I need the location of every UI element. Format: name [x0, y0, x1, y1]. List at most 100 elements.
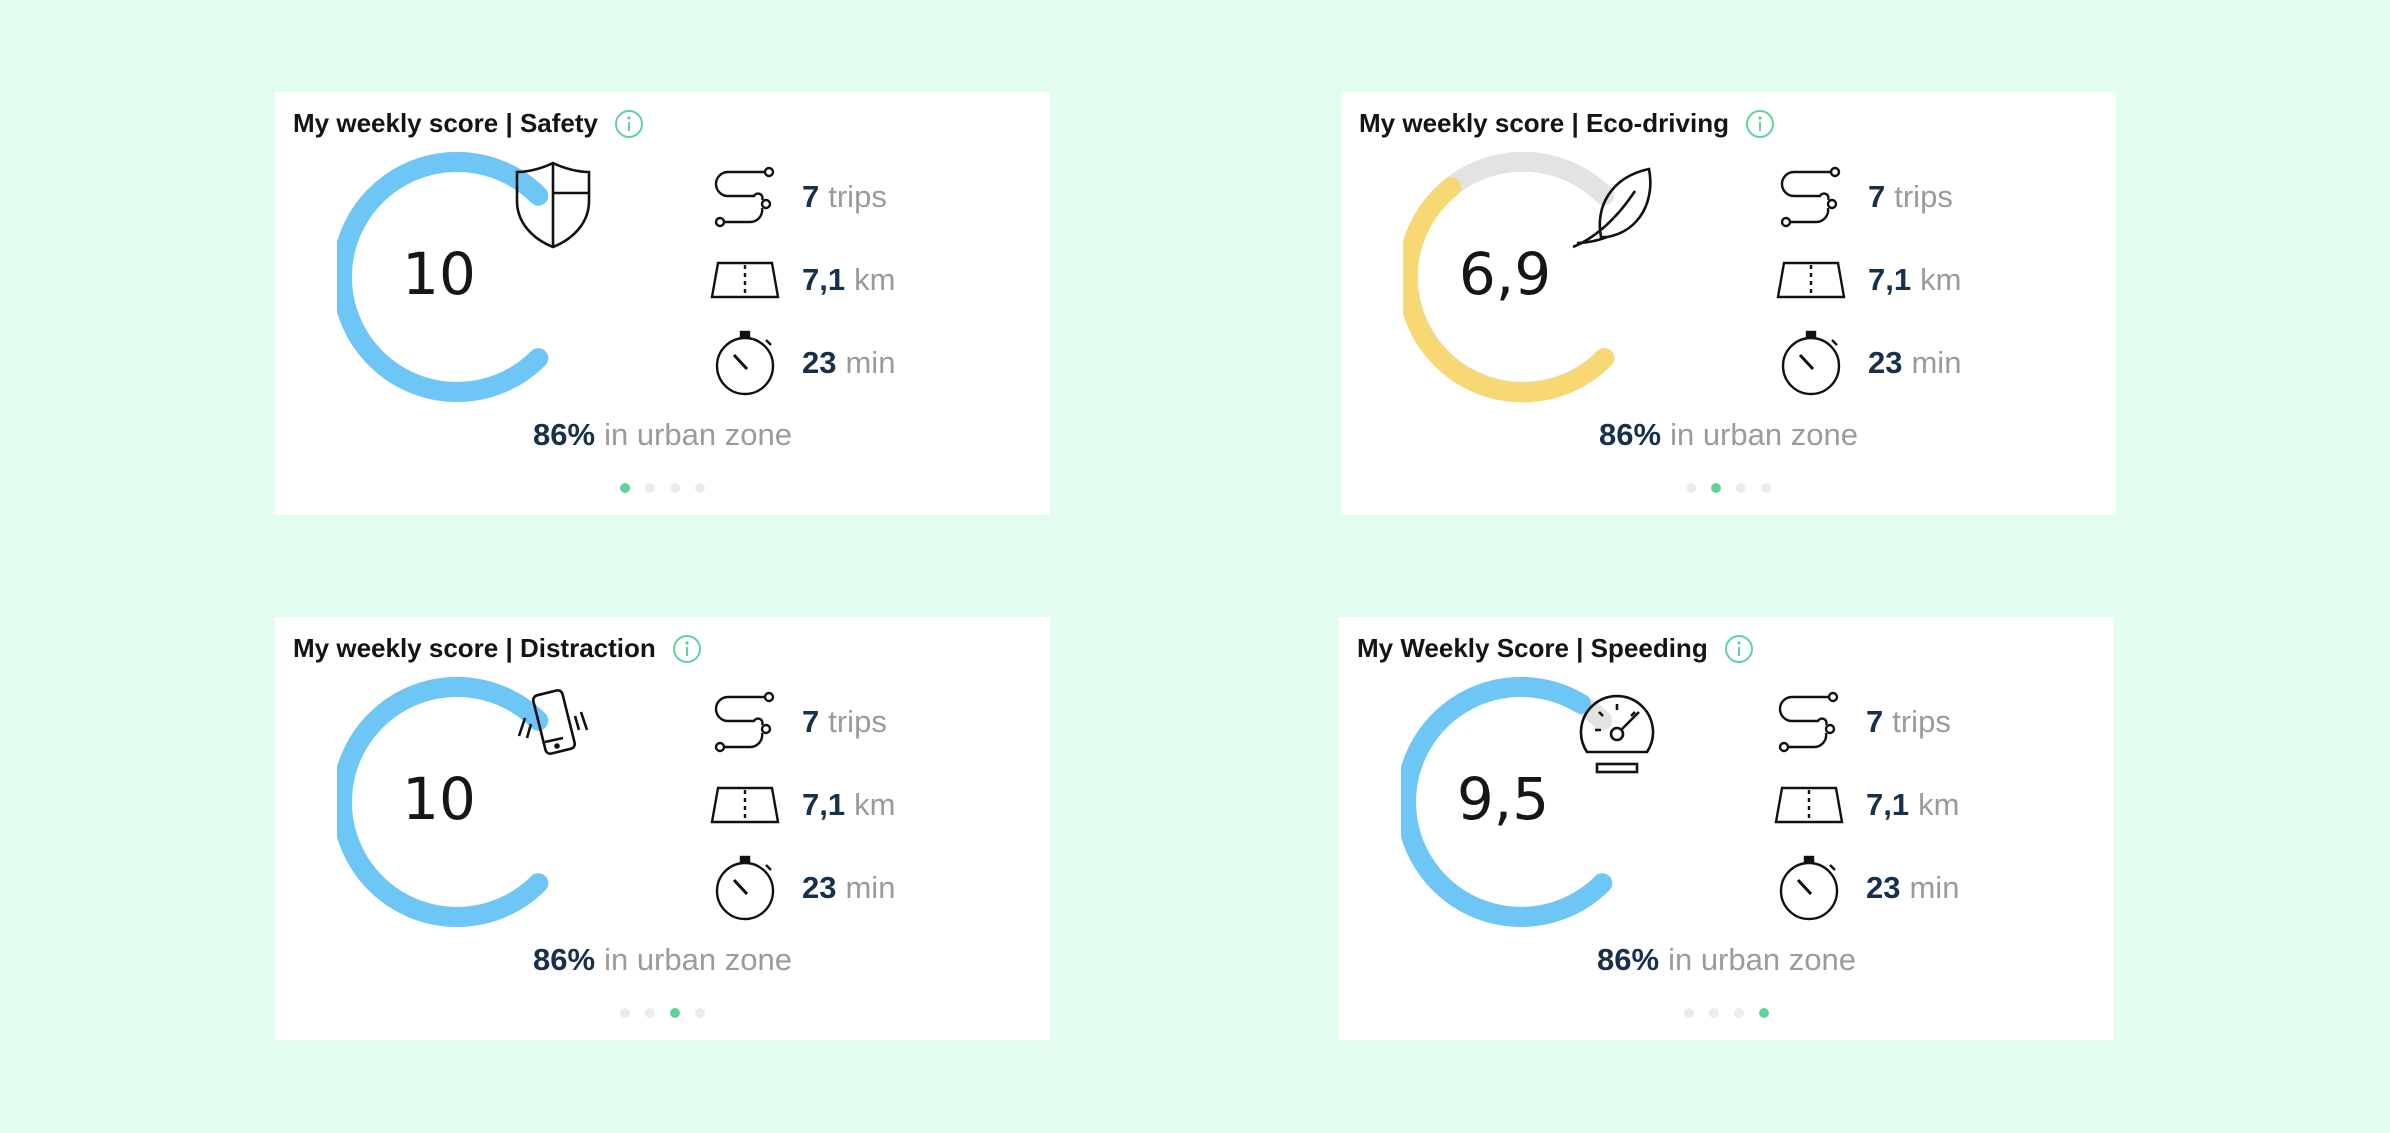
pagination-dots — [1339, 1008, 2114, 1018]
stat-row-trips: 7 trips — [1774, 687, 1951, 757]
trips-value: 7 — [802, 179, 820, 214]
card-title-text: My Weekly Score | Speeding — [1357, 633, 1708, 663]
stat-row-distance: 7,1 km — [710, 770, 895, 840]
urban-zone-value: 86% — [533, 417, 596, 452]
urban-zone-text: 86% in urban zone — [275, 942, 1050, 978]
score-value: 10 — [402, 240, 476, 308]
pagination-dot[interactable] — [645, 1008, 655, 1018]
speedometer-icon — [1569, 682, 1665, 778]
duration-unit: min — [1911, 345, 1962, 380]
stat-row-trips: 7 trips — [710, 162, 887, 232]
info-icon[interactable] — [614, 109, 644, 139]
pagination-dot[interactable] — [620, 1008, 630, 1018]
gauge-fill — [337, 152, 549, 402]
pagination-dots — [275, 1008, 1050, 1018]
stopwatch-icon — [1776, 328, 1846, 398]
card-title-text: My weekly score | Eco-driving — [1359, 108, 1729, 138]
urban-zone-label: in urban zone — [604, 942, 792, 977]
road-icon — [710, 245, 780, 315]
urban-zone-value: 86% — [1599, 417, 1662, 452]
score-card-distraction: My weekly score | Distraction 10 7 trips … — [275, 617, 1050, 1040]
gauge-fill — [1403, 177, 1615, 403]
distance-value: 7,1 — [1868, 262, 1912, 297]
distance-unit: km — [854, 262, 896, 297]
trips-unit: trips — [1894, 179, 1953, 214]
stat-row-trips: 7 trips — [710, 687, 887, 757]
gauge-fill — [337, 677, 549, 927]
stat-row-trips: 7 trips — [1776, 162, 1953, 232]
leaf-icon — [1571, 157, 1667, 253]
road-icon — [1774, 770, 1844, 840]
stat-row-duration: 23 min — [710, 328, 895, 398]
info-icon[interactable] — [672, 634, 702, 664]
card-title: My weekly score | Safety — [293, 108, 644, 139]
score-gauge — [337, 677, 549, 927]
route-icon — [1774, 687, 1844, 757]
score-value: 6,9 — [1458, 240, 1552, 308]
score-gauge — [337, 152, 549, 402]
card-title: My weekly score | Distraction — [293, 633, 702, 664]
route-icon — [710, 162, 780, 232]
pagination-dot[interactable] — [620, 483, 630, 493]
duration-value: 23 — [1868, 345, 1903, 380]
pagination-dot[interactable] — [670, 483, 680, 493]
pagination-dot[interactable] — [695, 1008, 705, 1018]
pagination-dots — [1341, 483, 2116, 493]
stat-row-distance: 7,1 km — [1774, 770, 1959, 840]
stat-row-duration: 23 min — [710, 853, 895, 923]
score-gauge — [1403, 152, 1615, 403]
pagination-dot[interactable] — [1761, 483, 1771, 493]
pagination-dot[interactable] — [1709, 1008, 1719, 1018]
card-title-text: My weekly score | Safety — [293, 108, 598, 138]
pagination-dot[interactable] — [670, 1008, 680, 1018]
urban-zone-value: 86% — [1597, 942, 1660, 977]
urban-zone-text: 86% in urban zone — [275, 417, 1050, 453]
distance-unit: km — [1920, 262, 1962, 297]
road-icon — [1776, 245, 1846, 315]
score-value: 10 — [402, 765, 476, 833]
pagination-dot[interactable] — [1686, 483, 1696, 493]
trips-value: 7 — [1866, 704, 1884, 739]
card-title: My Weekly Score | Speeding — [1357, 633, 1754, 664]
pagination-dot[interactable] — [645, 483, 655, 493]
info-icon[interactable] — [1745, 109, 1775, 139]
trips-unit: trips — [828, 179, 887, 214]
shield-icon — [505, 157, 601, 253]
stat-row-duration: 23 min — [1776, 328, 1961, 398]
pagination-dot[interactable] — [1734, 1008, 1744, 1018]
urban-zone-text: 86% in urban zone — [1339, 942, 2114, 978]
trips-unit: trips — [1892, 704, 1951, 739]
route-icon — [1776, 162, 1846, 232]
vibrating-phone-icon — [505, 682, 601, 778]
stopwatch-icon — [710, 853, 780, 923]
distance-unit: km — [854, 787, 896, 822]
stopwatch-icon — [710, 328, 780, 398]
urban-zone-label: in urban zone — [604, 417, 792, 452]
urban-zone-value: 86% — [533, 942, 596, 977]
duration-value: 23 — [802, 345, 837, 380]
trips-unit: trips — [828, 704, 887, 739]
pagination-dot[interactable] — [695, 483, 705, 493]
pagination-dots — [275, 483, 1050, 493]
stat-row-distance: 7,1 km — [710, 245, 895, 315]
trips-value: 7 — [802, 704, 820, 739]
score-card-eco-driving: My weekly score | Eco-driving 6,9 7 trips… — [1341, 92, 2116, 515]
score-card-speeding: My Weekly Score | Speeding 9,5 7 trips 7,… — [1339, 617, 2114, 1040]
duration-value: 23 — [1866, 870, 1901, 905]
duration-unit: min — [845, 870, 896, 905]
duration-unit: min — [845, 345, 896, 380]
distance-value: 7,1 — [1866, 787, 1910, 822]
info-icon[interactable] — [1724, 634, 1754, 664]
pagination-dot[interactable] — [1736, 483, 1746, 493]
pagination-dot[interactable] — [1684, 1008, 1694, 1018]
distance-unit: km — [1918, 787, 1960, 822]
pagination-dot[interactable] — [1759, 1008, 1769, 1018]
road-icon — [710, 770, 780, 840]
urban-zone-label: in urban zone — [1670, 417, 1858, 452]
gauge-fill — [1401, 677, 1613, 927]
distance-value: 7,1 — [802, 262, 846, 297]
urban-zone-label: in urban zone — [1668, 942, 1856, 977]
urban-zone-text: 86% in urban zone — [1341, 417, 2116, 453]
pagination-dot[interactable] — [1711, 483, 1721, 493]
stat-row-distance: 7,1 km — [1776, 245, 1961, 315]
